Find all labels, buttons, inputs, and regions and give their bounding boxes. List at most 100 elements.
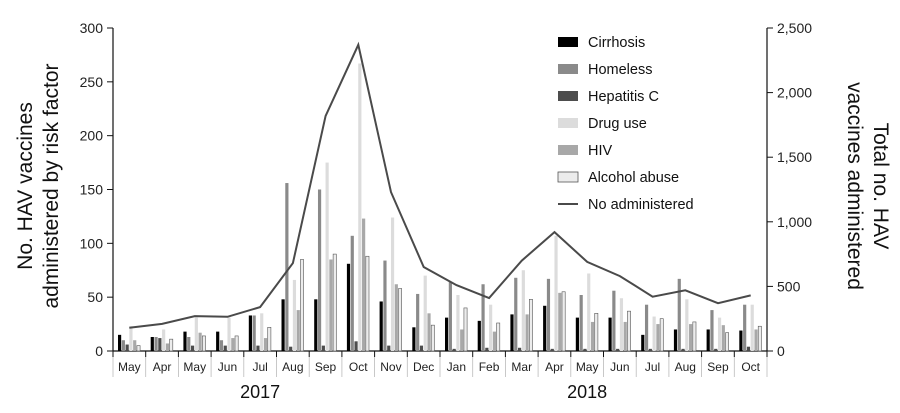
bar-alcohol-abuse: [594, 313, 599, 352]
bar-hiv: [329, 259, 333, 351]
bar-drug-use: [717, 317, 722, 351]
bar-hiv: [525, 314, 529, 351]
x-tick-label: Feb: [479, 360, 500, 374]
bar-hiv: [263, 338, 268, 351]
bar-alcohol-abuse: [463, 307, 468, 352]
bar-cirrhosis: [346, 263, 351, 351]
bar-drug-use: [162, 329, 166, 351]
legend-swatch: [557, 171, 579, 183]
bar-hepatitis-c: [158, 338, 162, 351]
bar-drug-use: [194, 317, 198, 351]
bar-alcohol-abuse: [267, 327, 272, 352]
bar-hiv: [394, 284, 398, 351]
legend-swatch: [558, 37, 578, 47]
bar-hiv: [623, 321, 627, 351]
bar-cirrhosis: [510, 314, 514, 351]
bar-alcohol-abuse: [430, 324, 435, 352]
bar-hepatitis-c: [681, 348, 685, 351]
bar-cirrhosis: [379, 301, 383, 351]
bar-hiv: [558, 292, 562, 351]
bar-drug-use: [750, 304, 754, 351]
bar-alcohol-abuse: [561, 291, 566, 352]
bar-hepatitis-c: [190, 345, 195, 351]
bars-layer: [118, 63, 762, 352]
bar-cirrhosis: [314, 299, 318, 351]
bar-homeless: [350, 235, 354, 351]
bar-hepatitis-c: [485, 347, 489, 351]
y2-tick-label: 2,500: [777, 20, 812, 36]
bar-homeless: [481, 284, 485, 351]
bar-hiv: [754, 329, 758, 351]
bar-homeless: [252, 315, 256, 351]
bar-drug-use: [358, 63, 362, 351]
x-tick-label: Dec: [413, 360, 434, 374]
bar-hiv: [231, 338, 235, 351]
bar-cirrhosis: [412, 327, 416, 351]
bar-drug-use: [227, 317, 231, 351]
line-no-administered: [129, 41, 751, 329]
bar-homeless: [743, 304, 747, 351]
bar-drug-use: [554, 235, 558, 351]
bar-hepatitis-c: [583, 348, 587, 351]
bar-homeless: [121, 340, 125, 351]
bar-drug-use: [521, 270, 525, 351]
bar-drug-use: [129, 326, 133, 351]
y2-axis-title-line-1: Total no. HAV: [869, 123, 892, 250]
x-tick-label: Aug: [675, 360, 696, 374]
y-tick-label: 100: [80, 235, 104, 251]
bar-alcohol-abuse: [234, 335, 239, 352]
y2-tick-label: 500: [777, 278, 801, 294]
x-tick-label: Oct: [349, 360, 368, 374]
bar-hepatitis-c: [550, 348, 554, 351]
bar-homeless: [612, 290, 616, 351]
bar-hepatitis-c: [289, 346, 293, 351]
bar-alcohol-abuse: [300, 259, 304, 352]
x-tick-label: Jan: [447, 360, 466, 374]
bar-alcohol-abuse: [529, 299, 533, 352]
bar-homeless: [317, 189, 322, 351]
bar-hiv: [198, 332, 202, 351]
bar-homeless: [187, 337, 191, 351]
bar-cirrhosis: [673, 329, 678, 351]
x-tick-label: Jul: [645, 360, 660, 374]
legend-label: Hepatitis C: [588, 89, 659, 105]
bar-homeless: [219, 340, 224, 351]
bar-cirrhosis: [543, 305, 547, 351]
bar-hepatitis-c: [419, 345, 424, 351]
y-axis-title-line-1: No. HAV vaccines: [14, 102, 37, 270]
bar-hiv: [689, 324, 693, 351]
x-tick-label: Jun: [610, 360, 629, 374]
bar-cirrhosis: [216, 331, 220, 351]
legend-label: No administered: [588, 197, 694, 213]
bar-homeless: [677, 278, 681, 351]
bar-hepatitis-c: [387, 345, 391, 351]
bar-hepatitis-c: [354, 341, 358, 351]
y-tick-label: 200: [80, 128, 104, 144]
legend-swatch: [558, 91, 578, 101]
legend-label: HIV: [588, 143, 613, 159]
bar-alcohol-abuse: [627, 310, 631, 352]
bar-alcohol-abuse: [202, 335, 206, 352]
x-tick-label: May: [576, 360, 599, 374]
bar-hepatitis-c: [321, 345, 325, 351]
bar-drug-use: [325, 162, 329, 351]
bar-hepatitis-c: [616, 348, 620, 351]
x-tick-label: Jun: [218, 360, 237, 374]
bar-cirrhosis: [248, 315, 252, 351]
y-tick-label: 0: [95, 343, 103, 359]
x-tick-label: May: [118, 360, 141, 374]
legend-label: Homeless: [588, 62, 652, 78]
bar-homeless: [546, 278, 551, 351]
x-tick-label: Apr: [545, 360, 564, 374]
bar-alcohol-abuse: [496, 322, 501, 352]
legend: Cirrhosis Homeless Hepatitis C Drug use HIV A…: [557, 35, 694, 213]
legend-swatch: [558, 118, 578, 128]
bar-alcohol-abuse: [332, 253, 337, 352]
bar-homeless: [579, 295, 583, 351]
x-tick-label: Nov: [380, 360, 401, 374]
x-tick-label: Sep: [707, 360, 729, 374]
x-tick-label: Mar: [511, 360, 532, 374]
bar-cirrhosis: [641, 334, 645, 351]
bar-hiv: [427, 313, 431, 351]
bar-hepatitis-c: [223, 345, 227, 351]
